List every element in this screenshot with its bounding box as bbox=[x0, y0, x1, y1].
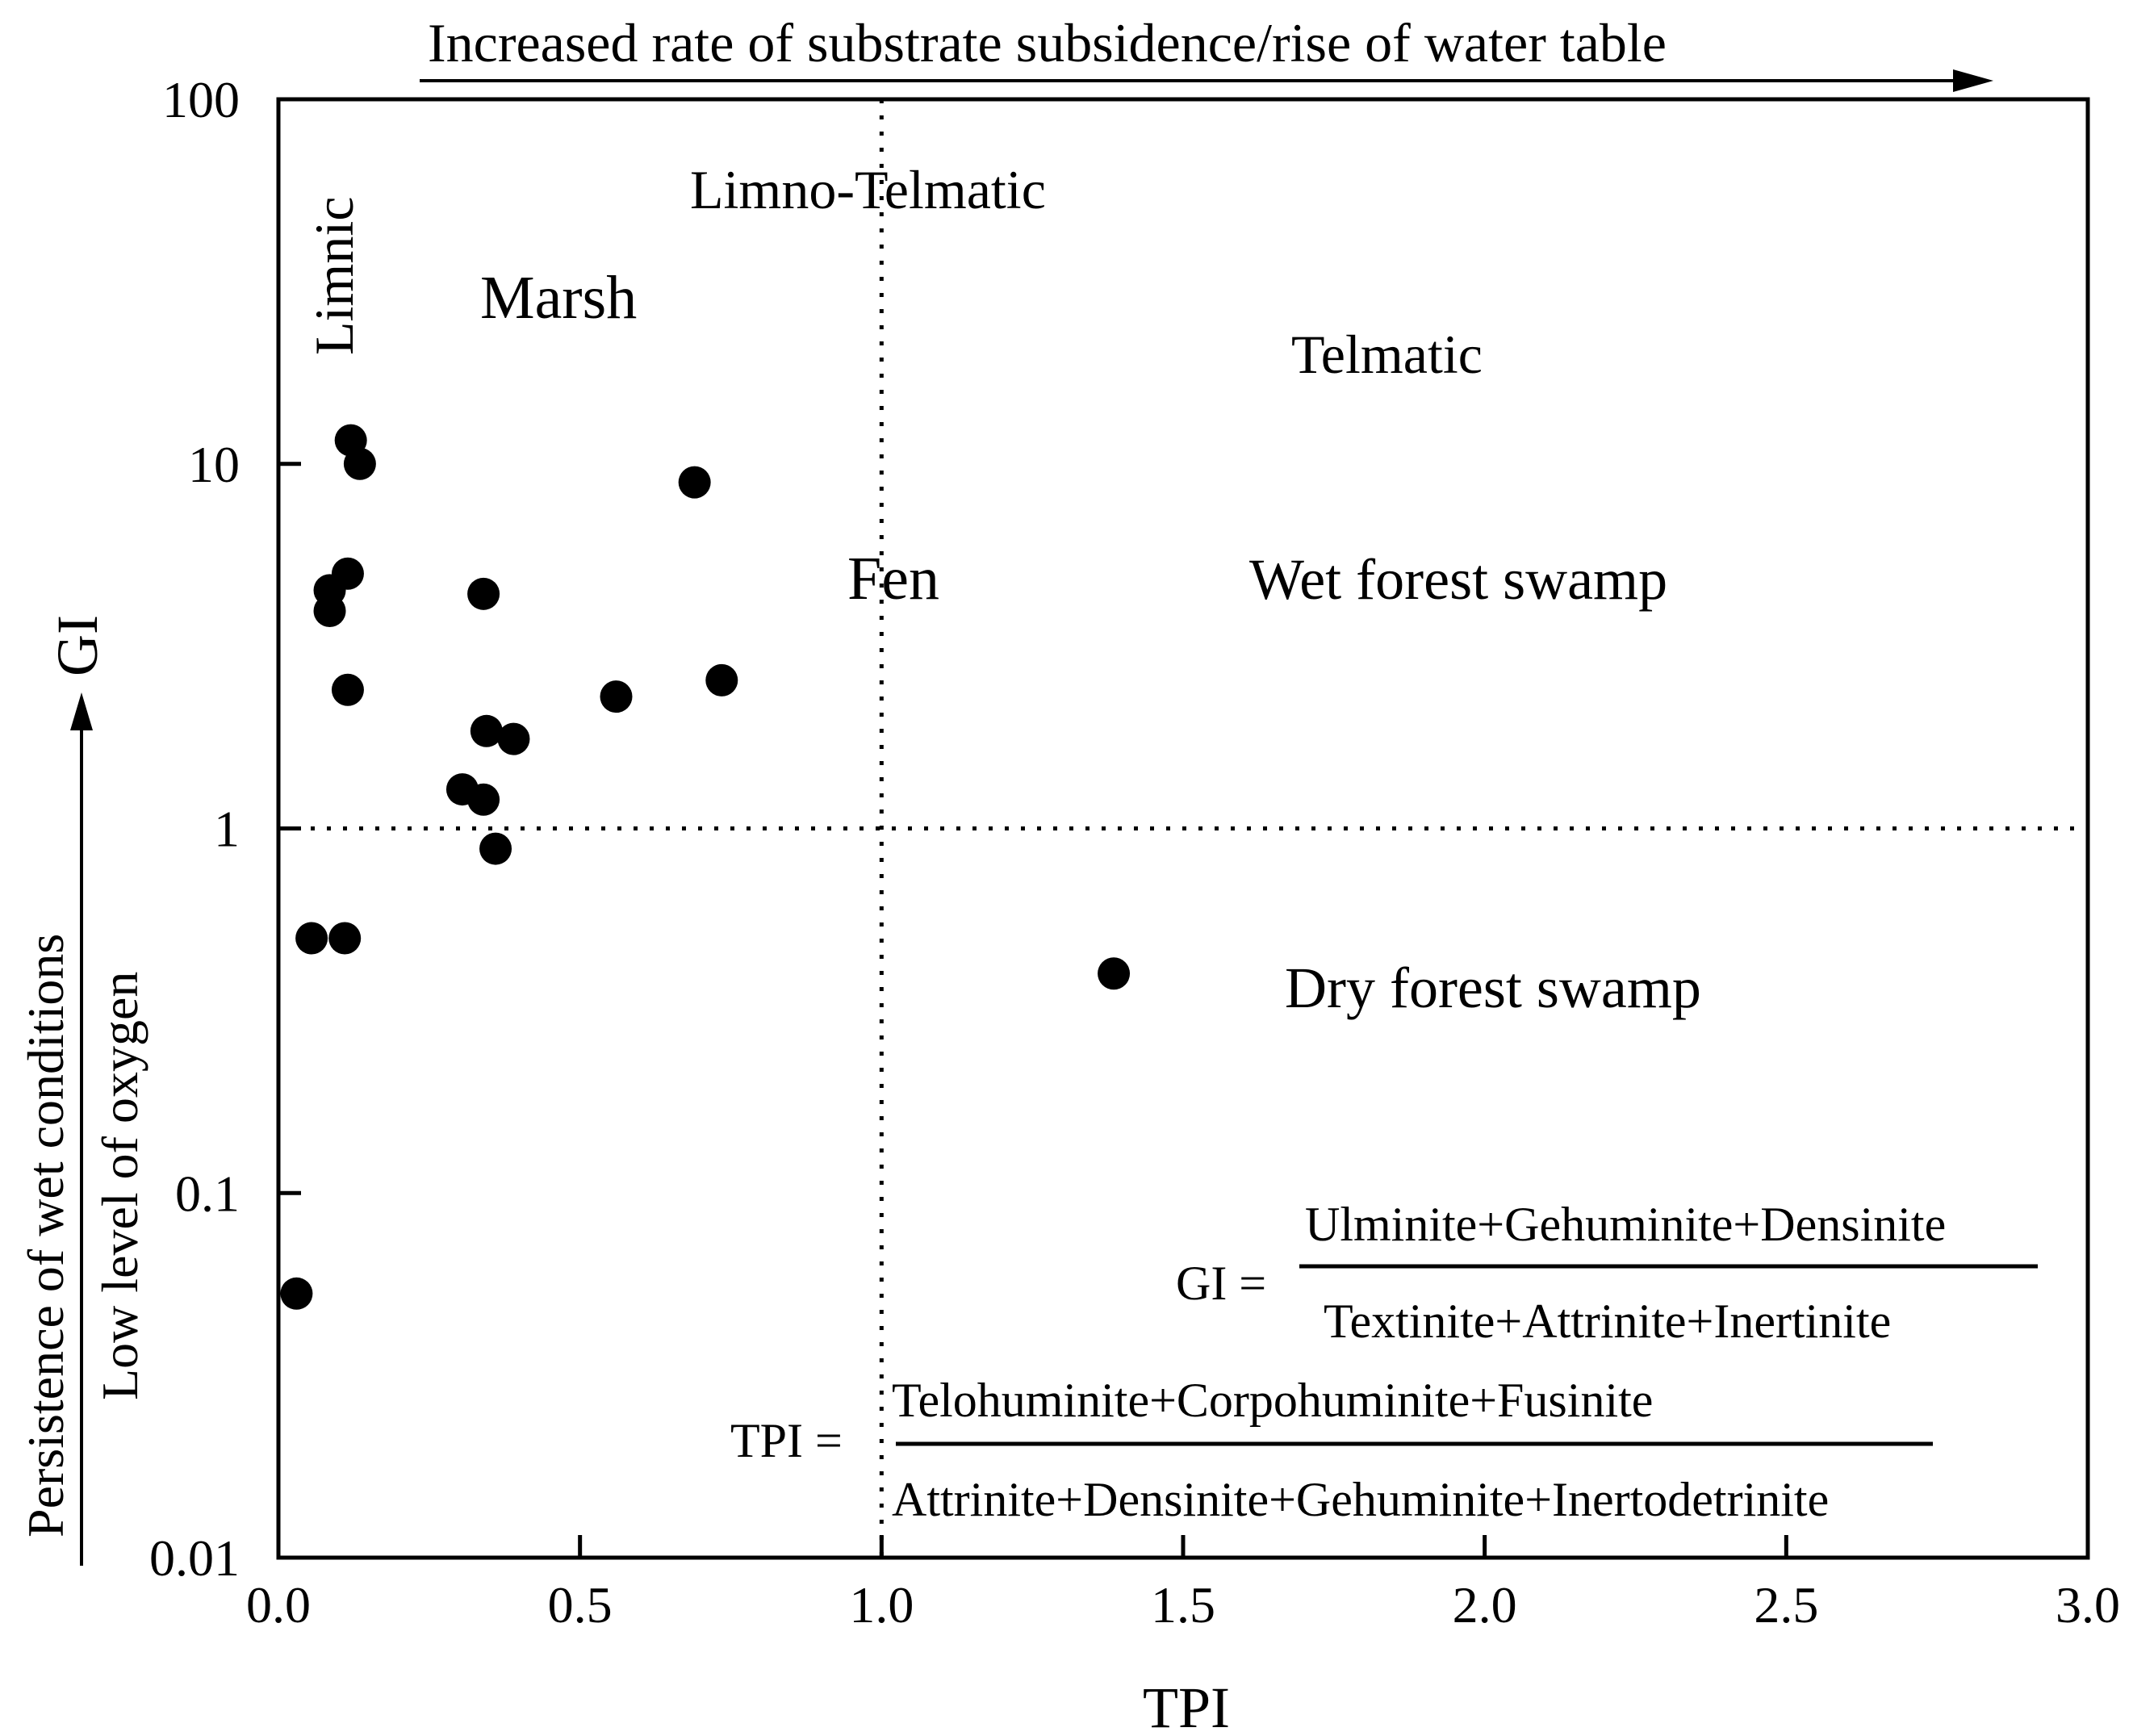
y-tick-label: 0.1 bbox=[175, 1165, 240, 1222]
data-point bbox=[467, 783, 500, 816]
region-label-limnic: Limnic bbox=[303, 197, 365, 355]
x-tick-label: 1.0 bbox=[849, 1576, 914, 1634]
region-label-telmatic: Telmatic bbox=[1291, 324, 1483, 385]
tpi-formula-numerator: Telohuminite+Corpohuminite+Fusinite bbox=[892, 1374, 1653, 1427]
region-label-fen: Fen bbox=[847, 545, 939, 613]
left-arrow-head bbox=[70, 692, 93, 730]
data-point bbox=[343, 447, 376, 480]
data-point bbox=[313, 594, 346, 627]
data-point bbox=[497, 722, 530, 755]
data-point bbox=[331, 673, 364, 706]
top-arrow-label: Increased rate of substrate subsidence/r… bbox=[428, 12, 1667, 73]
x-tick-label: 0.5 bbox=[548, 1576, 613, 1634]
x-ticks: 0.0 0.5 1.0 1.5 2.0 2.5 3.0 bbox=[246, 1535, 2120, 1634]
data-point bbox=[467, 577, 500, 610]
data-point bbox=[678, 466, 711, 499]
data-point bbox=[705, 663, 738, 696]
y-axis-label: GI bbox=[45, 615, 110, 676]
data-point bbox=[328, 922, 362, 955]
x-tick-label: 0.0 bbox=[246, 1576, 311, 1634]
region-label-dry-forest-swamp: Dry forest swamp bbox=[1285, 956, 1701, 1020]
y-ticks: 0.01 0.1 1 10 100 bbox=[149, 71, 301, 1587]
data-point bbox=[280, 1277, 313, 1310]
data-points bbox=[280, 424, 1131, 1310]
data-point bbox=[1098, 957, 1131, 990]
x-axis-label: TPI bbox=[1143, 1675, 1230, 1736]
y-tick-label: 1 bbox=[214, 801, 240, 858]
y-tick-label: 10 bbox=[188, 436, 240, 493]
region-label-marsh: Marsh bbox=[480, 264, 637, 332]
region-label-wet-forest-swamp: Wet forest swamp bbox=[1249, 547, 1667, 612]
left-arrow-label-1: Persistence of wet conditions bbox=[17, 934, 74, 1537]
data-point bbox=[295, 922, 328, 955]
tpi-formula-lhs: TPI = bbox=[730, 1414, 843, 1467]
reference-lines bbox=[278, 99, 2088, 1558]
x-tick-label: 1.5 bbox=[1151, 1576, 1215, 1634]
gi-formula-denominator: Textinite+Attrinite+Inertinite bbox=[1324, 1295, 1891, 1348]
x-tick-label: 3.0 bbox=[2056, 1576, 2120, 1634]
y-tick-label: 100 bbox=[162, 71, 240, 128]
data-point bbox=[600, 680, 633, 713]
y-tick-label: 0.01 bbox=[149, 1529, 240, 1587]
data-point bbox=[470, 714, 503, 747]
gi-formula-lhs: GI = bbox=[1176, 1257, 1266, 1310]
gi-formula-numerator: Ulminite+Gehuminite+Densinite bbox=[1305, 1198, 1946, 1251]
x-tick-label: 2.0 bbox=[1453, 1576, 1517, 1634]
data-point bbox=[479, 832, 512, 865]
tpi-formula-denominator: Attrinite+Densinite+Gehuminite+Inertodet… bbox=[892, 1473, 1829, 1526]
x-tick-label: 2.5 bbox=[1754, 1576, 1818, 1634]
region-label-limno-telmatic: Limno-Telmatic bbox=[690, 159, 1046, 220]
top-arrow-head bbox=[1953, 69, 1993, 92]
left-arrow-label-2: Low level of oxygen bbox=[91, 972, 148, 1400]
